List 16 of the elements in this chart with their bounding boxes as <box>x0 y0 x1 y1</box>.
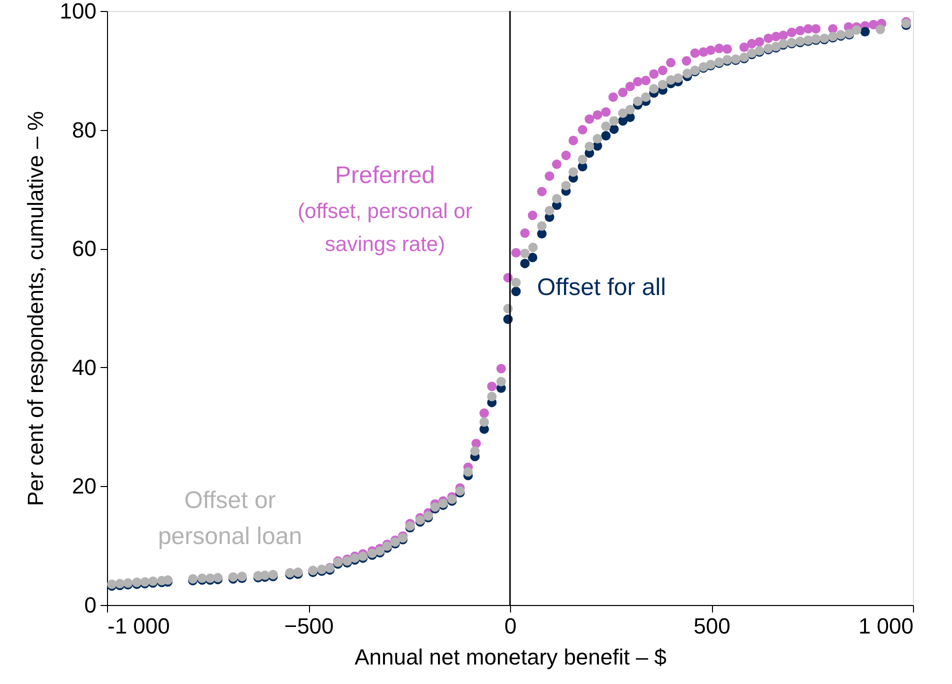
y-tick-label: 0 <box>84 592 96 618</box>
x-tick-label: 1 000 <box>858 614 914 638</box>
y-tick-label: 20 <box>72 474 96 499</box>
series-label: Preferred (offset, personal or savings rate) <box>298 162 472 256</box>
x-axis-title: Annual net monetary benefit – $ <box>354 644 666 670</box>
y-tick-label: 80 <box>72 117 96 142</box>
x-tick-label: −500 <box>284 614 334 638</box>
y-tick-label: 60 <box>72 236 96 262</box>
series-label: Offset for all <box>537 274 666 301</box>
x-tick-label: 0 <box>504 614 517 638</box>
y-tick-label: 40 <box>72 354 96 380</box>
series-label: Offset or personal loan <box>158 487 302 550</box>
y-axis-title: Per cent of respondents, cumulative – % <box>22 111 48 506</box>
x-tick-label: 500 <box>694 614 730 638</box>
y-tick-label: 100 <box>60 0 96 24</box>
x-tick-label: -1 000 <box>108 614 170 638</box>
